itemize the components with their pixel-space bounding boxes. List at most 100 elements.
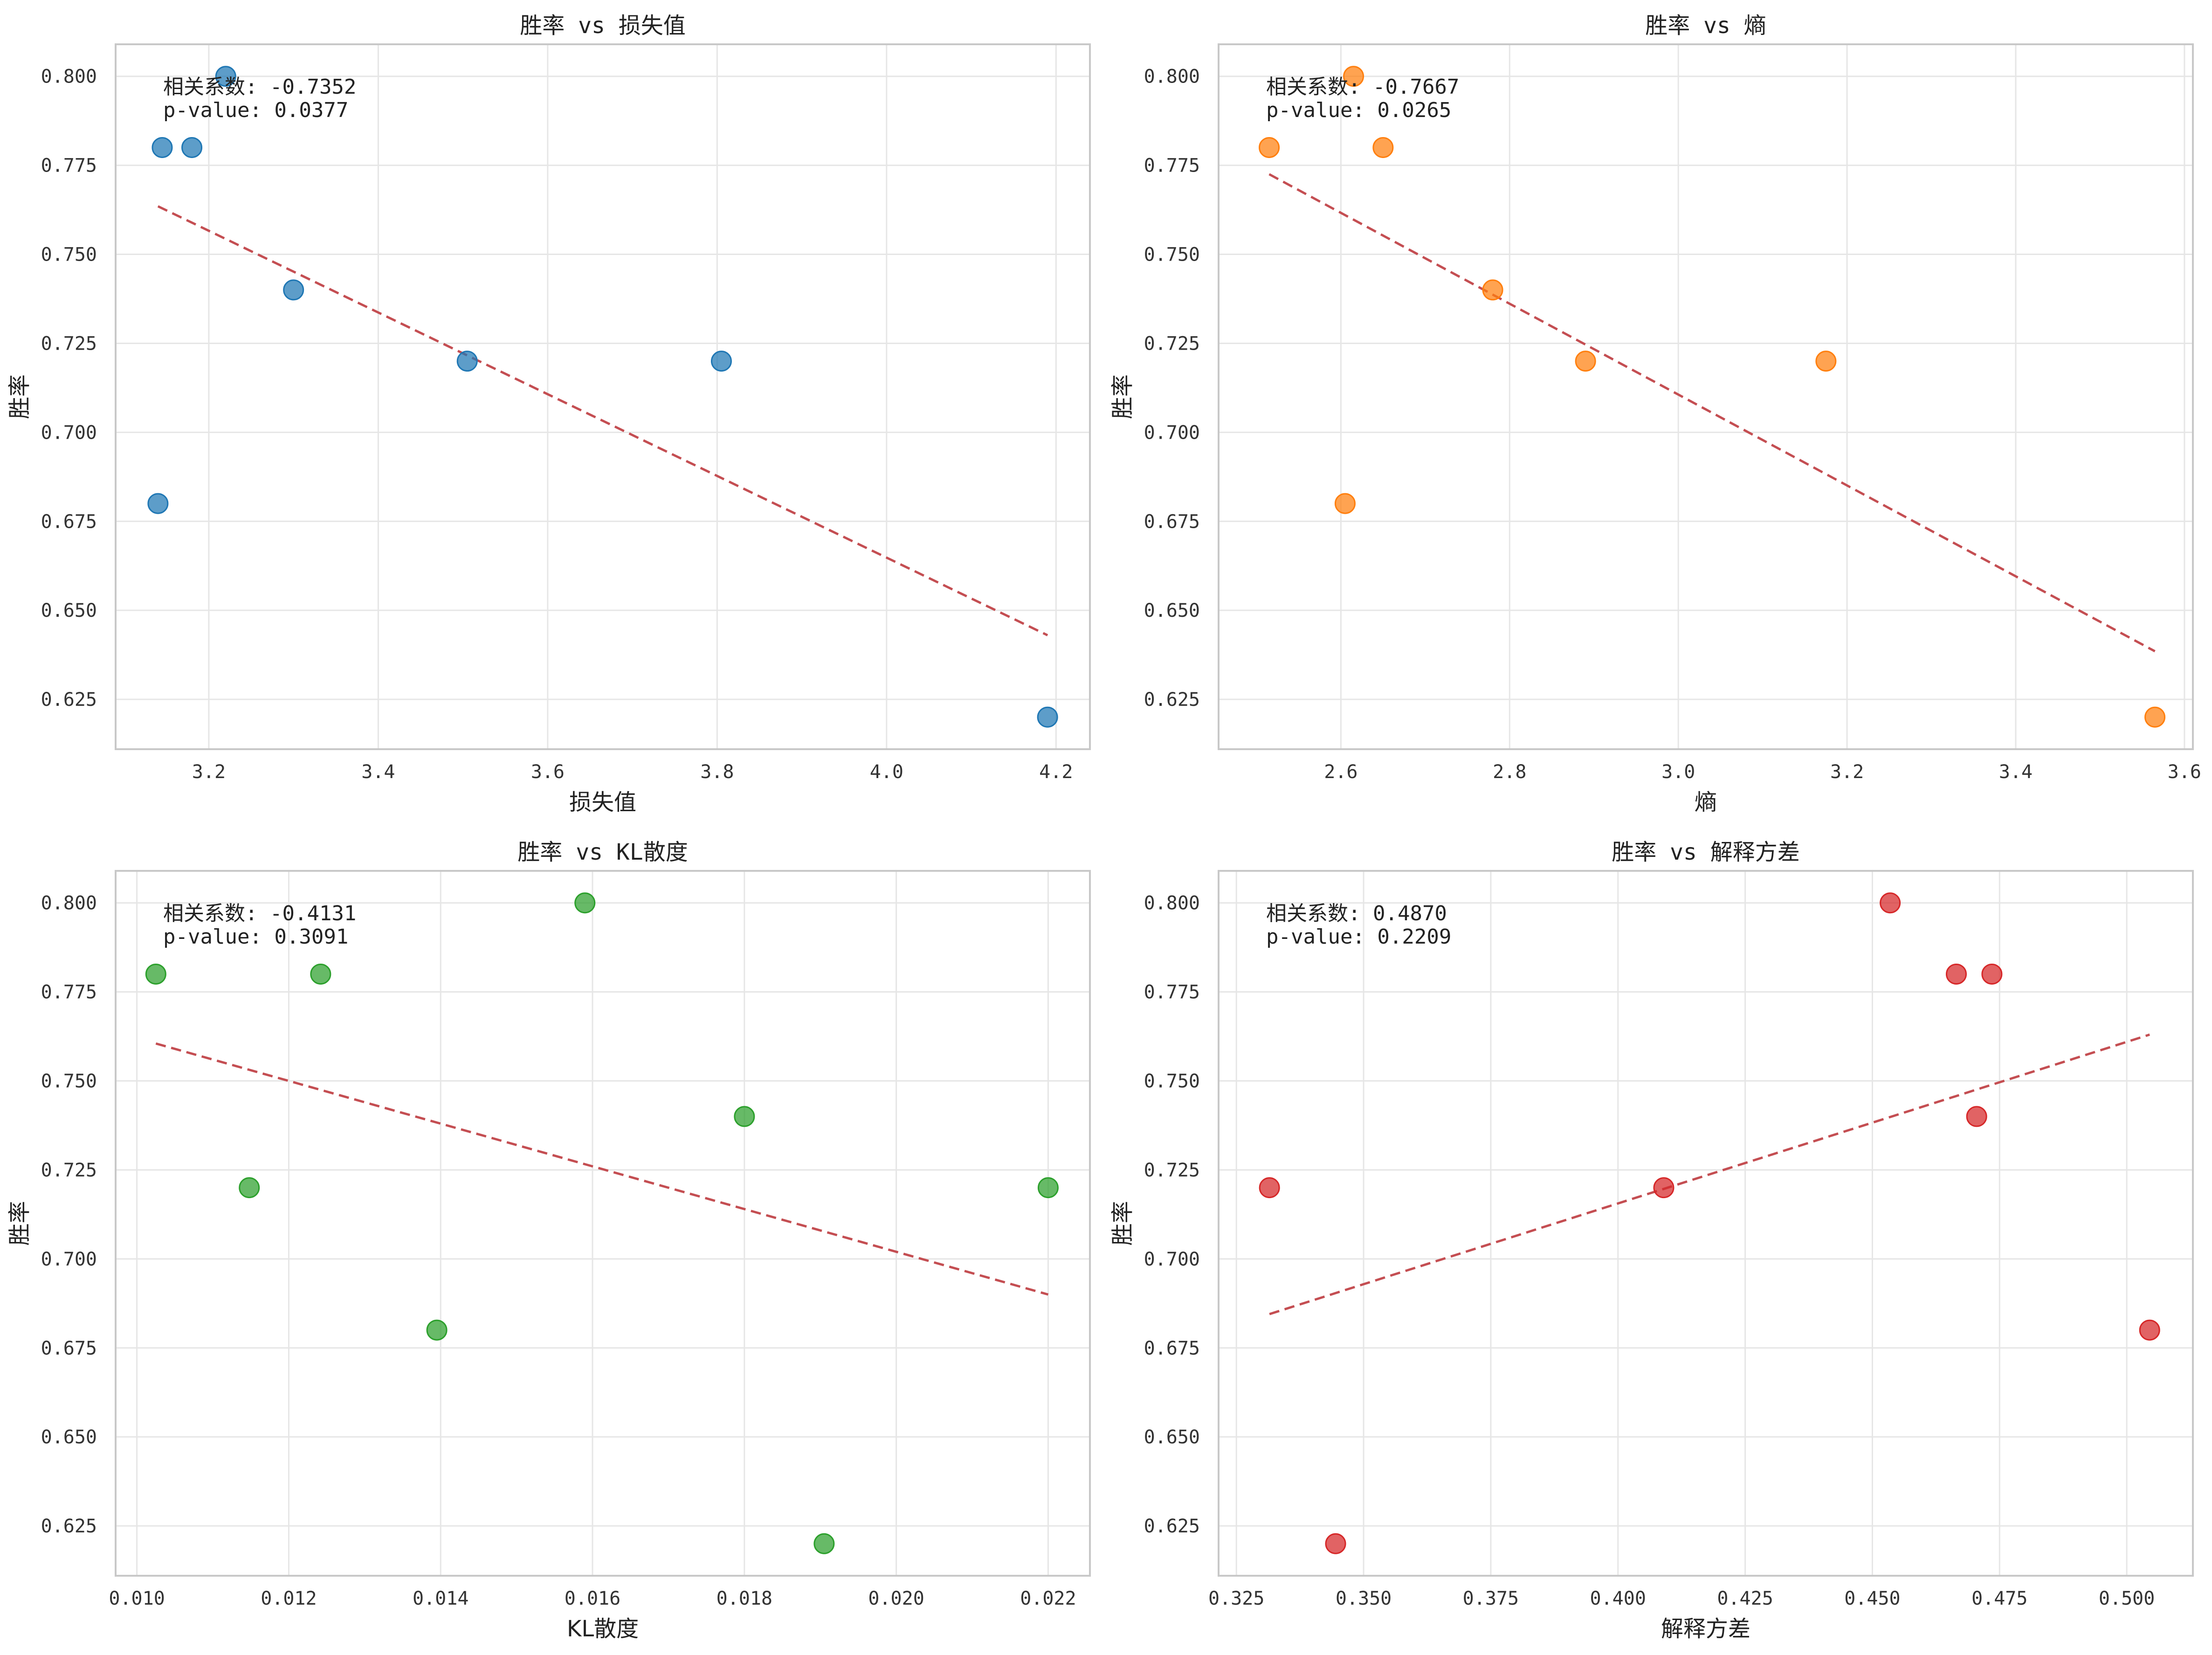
x-tick-label: 3.4 [361,761,395,783]
data-point [152,137,173,158]
x-tick-label: 0.475 [1971,1588,2027,1609]
y-tick-label: 0.800 [41,893,97,914]
x-axis-label: 熵 [1695,789,1717,815]
y-tick-label: 0.775 [1144,982,1200,1003]
x-tick-label: 0.350 [1336,1588,1392,1609]
x-tick-label: 0.012 [261,1588,317,1609]
data-point [147,493,169,514]
y-tick-label: 0.625 [41,689,97,710]
x-tick-label: 3.2 [192,761,226,783]
correlation-annotation: 相关系数: -0.7667 [1266,75,1459,99]
y-tick-label: 0.675 [1144,1338,1200,1359]
y-tick-label: 0.675 [1144,511,1200,532]
y-tick-label: 0.650 [1144,600,1200,621]
y-tick-label: 0.725 [1144,1159,1200,1181]
data-point [574,892,596,914]
y-tick-label: 0.725 [41,1159,97,1181]
data-point [710,351,732,372]
data-point [426,1319,448,1341]
chart-title: 胜率 vs 解释方差 [1612,839,1800,865]
y-axis-label: 胜率 [1109,374,1136,419]
data-point [2139,1319,2160,1341]
y-tick-label: 0.650 [41,600,97,621]
x-tick-label: 0.500 [2099,1588,2155,1609]
x-axis-label: 损失值 [569,789,636,815]
y-tick-label: 0.775 [1144,155,1200,177]
chart-title: 胜率 vs 熵 [1645,13,1766,39]
data-point [1325,1533,1346,1554]
y-tick-label: 0.750 [1144,244,1200,266]
subplot-2: 2.6 2.8 3.0 3.2 3.4 3.6 0.625 0.650 0.675 0.700 0.… [1109,13,2201,815]
trend-line [155,1042,1049,1296]
y-tick-label: 0.700 [41,1248,97,1270]
axes-frame [1218,43,2194,750]
data-point [1880,892,1901,914]
y-tick-label: 0.700 [1144,422,1200,443]
data-point [1334,493,1356,514]
data-point [1966,1106,1987,1127]
trend-line [1268,173,2156,653]
data-point [813,1533,835,1554]
plot-area [116,44,1090,749]
y-tick-label: 0.800 [1144,66,1200,88]
y-tick-label: 0.700 [41,422,97,443]
chart-title: 胜率 vs 损失值 [520,13,686,39]
plot-area [1219,871,2193,1576]
axes-frame [115,43,1091,750]
x-tick-label: 3.6 [531,761,565,783]
data-point [1372,137,1394,158]
data-point [1815,351,1837,372]
subplot-1: 3.2 3.4 3.6 3.8 4.0 4.2 0.625 0.650 0.675 0.700 0.… [7,13,1091,815]
y-axis-label: 胜率 [7,1201,33,1246]
x-tick-label: 3.4 [1999,761,2033,783]
correlation-annotation: 相关系数: -0.4131 [163,902,356,925]
x-axis-label: KL散度 [567,1616,639,1642]
y-tick-label: 0.650 [1144,1427,1200,1448]
data-point [215,66,236,87]
data-point [181,137,203,158]
x-tick-label: 0.018 [717,1588,772,1609]
x-tick-label: 0.010 [109,1588,165,1609]
correlation-annotation: 相关系数: -0.7352 [163,75,356,99]
x-tick-label: 2.6 [1324,761,1358,783]
x-tick-label: 0.375 [1463,1588,1519,1609]
plot-area [116,871,1090,1576]
y-tick-label: 0.750 [41,1071,97,1092]
trend-line [157,205,1048,636]
y-tick-label: 0.725 [41,333,97,354]
trend-line [1269,1033,2150,1316]
p-value-annotation: p-value: 0.2209 [1266,925,1451,949]
data-point [1037,1177,1059,1199]
subplot-3: 0.010 0.012 0.014 0.016 0.018 0.020 0.022 0.625… [7,839,1091,1642]
data-point [1343,66,1364,87]
y-tick-label: 0.750 [1144,1071,1200,1092]
p-value-annotation: p-value: 0.3091 [163,925,348,949]
x-tick-label: 0.016 [565,1588,620,1609]
data-point [734,1106,755,1127]
y-tick-label: 0.625 [1144,1516,1200,1537]
y-tick-label: 0.750 [41,244,97,266]
x-tick-label: 0.325 [1208,1588,1264,1609]
y-tick-label: 0.700 [1144,1248,1200,1270]
p-value-annotation: p-value: 0.0377 [163,98,348,122]
x-tick-label: 3.8 [700,761,734,783]
y-axis-label: 胜率 [1109,1201,1136,1246]
y-tick-label: 0.650 [41,1427,97,1448]
data-point [1037,706,1058,728]
y-tick-label: 0.775 [41,982,97,1003]
y-axis-label: 胜率 [7,374,33,419]
axes-frame [115,870,1091,1577]
data-point [1259,1177,1280,1199]
data-point [1575,351,1596,372]
x-tick-label: 2.8 [1493,761,1526,783]
x-tick-label: 4.0 [870,761,903,783]
x-tick-label: 0.425 [1717,1588,1773,1609]
y-tick-label: 0.675 [41,511,97,532]
data-point [1946,963,1967,985]
x-tick-label: 0.020 [868,1588,924,1609]
p-value-annotation: p-value: 0.0265 [1266,98,1451,122]
x-tick-label: 0.022 [1020,1588,1076,1609]
data-point [239,1177,260,1199]
data-point [1259,137,1280,158]
